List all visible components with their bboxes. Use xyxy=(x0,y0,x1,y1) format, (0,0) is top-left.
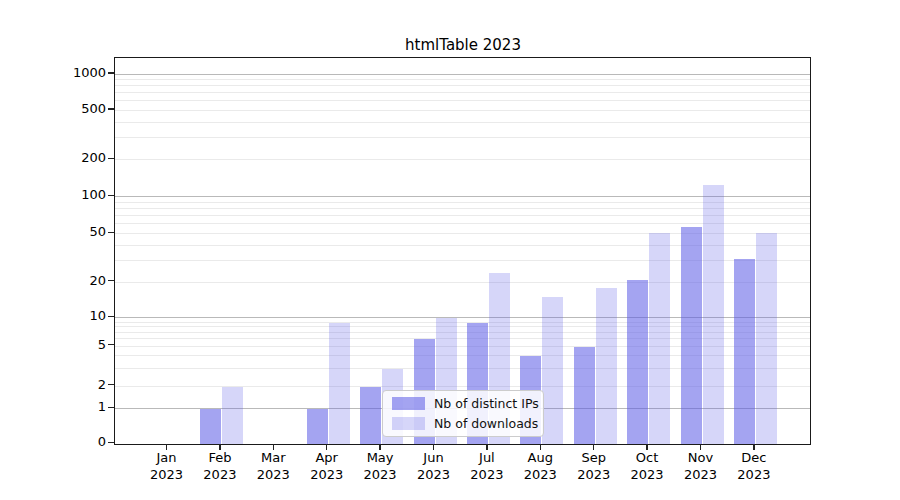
y-tick-mark xyxy=(108,407,114,408)
y-tick-mark xyxy=(108,344,114,345)
x-tick-label: Feb2023 xyxy=(190,449,250,483)
y-tick-label: 50 xyxy=(38,224,106,239)
y-tick-label: 20 xyxy=(38,273,106,288)
y-tick-mark xyxy=(108,195,114,196)
bar-nb-of-distinct-ips-dec xyxy=(734,259,755,444)
legend-swatch-downloads xyxy=(392,417,425,430)
x-tick-label: Jan2023 xyxy=(137,449,197,483)
x-tick-label: Sep2023 xyxy=(564,449,624,483)
bar-nb-of-downloads-oct xyxy=(649,233,670,444)
bar-nb-of-downloads-aug xyxy=(542,297,563,444)
bar-nb-of-downloads-apr xyxy=(329,323,350,444)
bar-nb-of-downloads-sep xyxy=(596,288,617,444)
bar-nb-of-distinct-ips-sep xyxy=(574,347,595,445)
x-tick-label: May2023 xyxy=(350,449,410,483)
y-tick-mark xyxy=(108,280,114,281)
minor-gridline xyxy=(115,122,810,123)
y-tick-mark xyxy=(108,232,114,233)
y-tick-label: 5 xyxy=(38,337,106,352)
y-tick-mark xyxy=(108,384,114,385)
minor-gridline xyxy=(115,85,810,86)
x-tick-label: Dec2023 xyxy=(724,449,784,483)
legend-swatch-distinct-ips xyxy=(392,397,425,410)
minor-gridline xyxy=(115,100,810,101)
y-tick-mark xyxy=(108,442,114,443)
x-tick-label: Jul2023 xyxy=(457,449,517,483)
y-tick-label: 0 xyxy=(38,434,106,449)
bar-nb-of-distinct-ips-oct xyxy=(627,280,648,444)
y-tick-label: 100 xyxy=(38,187,106,202)
legend: Nb of distinct IPs Nb of downloads xyxy=(382,390,544,437)
legend-row-distinct-ips: Nb of distinct IPs xyxy=(392,396,534,411)
x-tick-label: Apr2023 xyxy=(297,449,357,483)
minor-gridline xyxy=(115,137,810,138)
bar-nb-of-downloads-dec xyxy=(756,233,777,444)
y-tick-label: 1000 xyxy=(38,65,106,80)
y-tick-label: 2 xyxy=(38,377,106,392)
chart-title: htmlTable 2023 xyxy=(115,36,811,54)
y-tick-label: 1 xyxy=(38,399,106,414)
figure: htmlTable 2023 Nb of distinct IPs Nb of … xyxy=(0,0,900,500)
bar-nb-of-downloads-feb xyxy=(222,387,243,445)
minor-gridline xyxy=(115,92,810,93)
y-tick-label: 500 xyxy=(38,101,106,116)
y-tick-mark xyxy=(108,72,114,73)
x-tick-label: Aug2023 xyxy=(510,449,570,483)
x-tick-label: Oct2023 xyxy=(617,449,677,483)
bar-nb-of-downloads-nov xyxy=(703,185,724,444)
bar-nb-of-distinct-ips-feb xyxy=(200,409,221,444)
bar-nb-of-distinct-ips-apr xyxy=(307,409,328,444)
major-gridline xyxy=(115,74,810,75)
x-tick-label: Mar2023 xyxy=(243,449,303,483)
legend-label-distinct-ips: Nb of distinct IPs xyxy=(434,396,539,411)
minor-gridline xyxy=(115,159,810,160)
x-tick-label: Jun2023 xyxy=(404,449,464,483)
y-tick-label: 10 xyxy=(38,308,106,323)
minor-gridline xyxy=(115,79,810,80)
y-tick-mark xyxy=(108,158,114,159)
bar-nb-of-distinct-ips-nov xyxy=(681,227,702,444)
y-tick-label: 200 xyxy=(38,150,106,165)
bar-nb-of-distinct-ips-may xyxy=(360,387,381,445)
legend-row-downloads: Nb of downloads xyxy=(392,416,534,431)
y-tick-mark xyxy=(108,108,114,109)
y-tick-mark xyxy=(108,316,114,317)
plot-area xyxy=(114,57,811,445)
x-tick-label: Nov2023 xyxy=(671,449,731,483)
minor-gridline xyxy=(115,110,810,111)
legend-label-downloads: Nb of downloads xyxy=(434,416,538,431)
